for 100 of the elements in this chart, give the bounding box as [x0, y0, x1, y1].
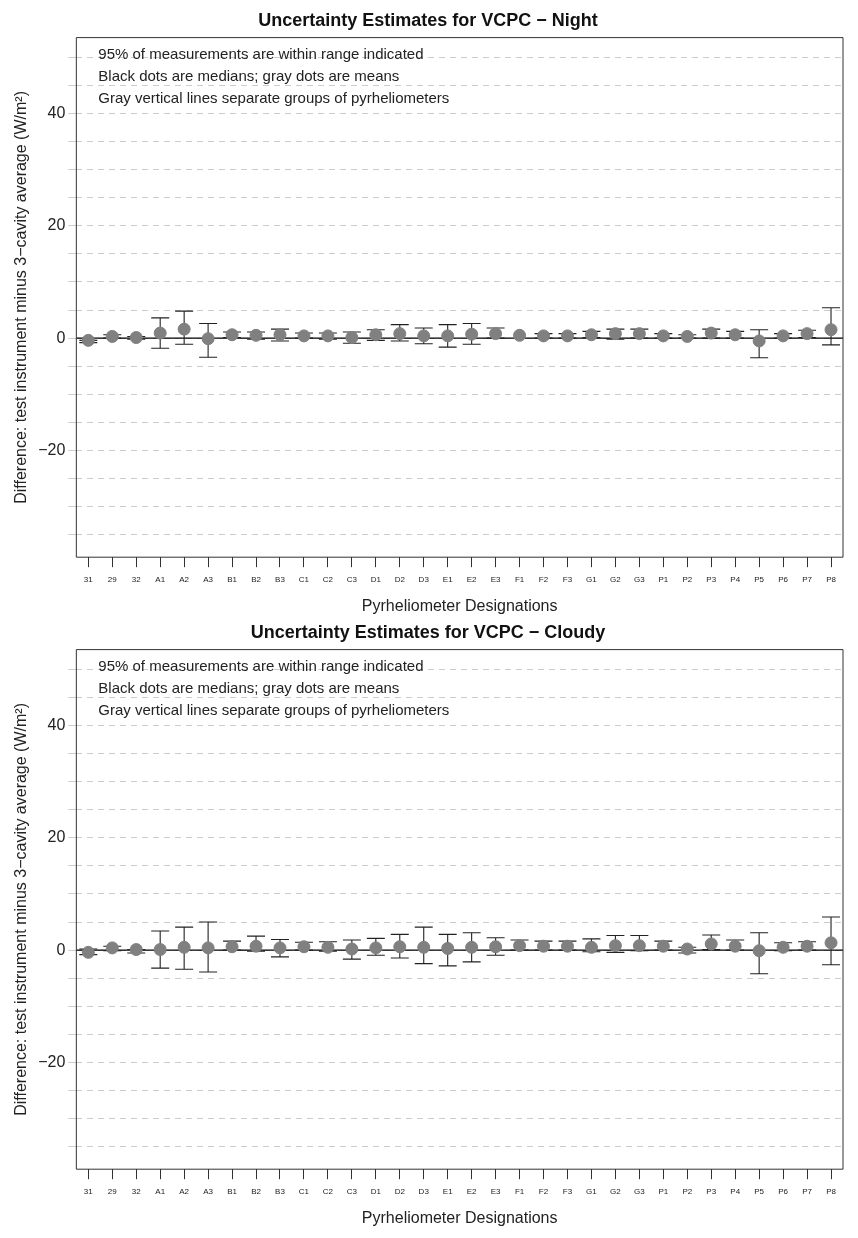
- x-tick-label: D1: [370, 1187, 382, 1197]
- x-tick-label: C3: [346, 575, 358, 585]
- x-tick-label: C3: [346, 1187, 358, 1197]
- x-tick-label: E2: [466, 1187, 478, 1197]
- x-tick-label: A2: [179, 1187, 190, 1197]
- x-tick-label: 29: [107, 1187, 118, 1197]
- x-tick-label: P7: [802, 1187, 813, 1197]
- x-tick-label: 29: [107, 575, 118, 585]
- x-tick-label: P2: [682, 1187, 693, 1197]
- y-tick-label: −20: [38, 1052, 66, 1070]
- annotation: 95% of measurements are within range indicated: [98, 45, 424, 63]
- point: [153, 943, 167, 957]
- y-axis-title: Difference: test instrument minus 3−cavity average (W/m²): [12, 703, 30, 1116]
- point: [177, 940, 191, 954]
- x-tick-label: 32: [131, 575, 142, 585]
- point: [129, 943, 143, 957]
- point: [560, 939, 574, 953]
- x-axis-title: Pyrheliometer Designations: [361, 1208, 558, 1226]
- y-tick-label: −20: [38, 440, 66, 458]
- x-tick-label: P4: [730, 575, 741, 585]
- x-tick-label: B3: [275, 575, 286, 585]
- point: [537, 939, 551, 953]
- x-tick-label: C2: [322, 1187, 334, 1197]
- y-tick-label: 0: [56, 940, 66, 958]
- x-tick-label: B2: [251, 575, 262, 585]
- x-tick-label: P1: [658, 1187, 669, 1197]
- x-tick-label: D3: [418, 1187, 430, 1197]
- y-tick-label: 20: [47, 828, 66, 846]
- point: [680, 942, 694, 956]
- annotation: Black dots are medians; gray dots are means: [98, 67, 400, 85]
- x-tick-label: 32: [131, 1187, 142, 1197]
- x-tick-label: C2: [322, 575, 334, 585]
- x-tick-label: 31: [83, 575, 94, 585]
- x-tick-label: P5: [754, 575, 765, 585]
- x-axis-title: Pyrheliometer Designations: [361, 596, 558, 614]
- x-tick-label: P4: [730, 1187, 741, 1197]
- y-tick-label: 40: [47, 103, 66, 121]
- x-tick-label: A3: [203, 575, 214, 585]
- x-tick-label: G1: [586, 575, 598, 585]
- x-tick-label: P6: [778, 1187, 789, 1197]
- x-tick-label: G3: [634, 575, 646, 585]
- annotation: Gray vertical lines separate groups of pyrheliometers: [98, 701, 450, 719]
- point: [369, 941, 383, 955]
- x-tick-label: A1: [155, 575, 166, 585]
- x-tick-label: D2: [394, 575, 406, 585]
- x-tick-label: A3: [203, 1187, 214, 1197]
- point: [105, 941, 119, 955]
- point: [824, 936, 838, 950]
- point: [632, 939, 646, 953]
- point: [417, 940, 431, 954]
- x-tick-label: E3: [490, 1187, 502, 1197]
- x-tick-label: F3: [562, 1187, 573, 1197]
- annotation: Gray vertical lines separate groups of pyrheliometers: [98, 89, 450, 107]
- point: [608, 939, 622, 953]
- x-tick-label: F1: [514, 1187, 525, 1197]
- x-tick-label: B1: [227, 575, 238, 585]
- x-tick-label: E3: [490, 575, 502, 585]
- x-tick-label: P8: [826, 575, 837, 585]
- point: [393, 940, 407, 954]
- x-tick-label: P5: [754, 1187, 765, 1197]
- x-tick-label: D2: [394, 1187, 406, 1197]
- x-tick-label: E2: [466, 575, 478, 585]
- x-tick-label: C1: [298, 575, 310, 585]
- annotation: Black dots are medians; gray dots are means: [98, 679, 400, 697]
- x-tick-label: C1: [298, 1187, 310, 1197]
- x-tick-label: B2: [251, 1187, 262, 1197]
- point: [752, 944, 766, 958]
- y-tick-label: 20: [47, 216, 66, 234]
- annotation: 95% of measurements are within range indicated: [98, 657, 424, 675]
- x-tick-label: G2: [610, 575, 622, 585]
- x-tick-label: P1: [658, 575, 669, 585]
- x-tick-label: G1: [586, 1187, 598, 1197]
- point: [249, 939, 263, 953]
- x-tick-label: P8: [826, 1187, 837, 1197]
- x-tick-label: A1: [155, 1187, 166, 1197]
- x-tick-label: D3: [418, 575, 430, 585]
- x-tick-label: E1: [442, 575, 454, 585]
- chart-title: Uncertainty Estimates for VCPC − Cloudy: [250, 621, 606, 642]
- y-tick-label: 40: [47, 715, 66, 733]
- x-tick-label: F2: [538, 575, 549, 585]
- x-tick-label: P6: [778, 575, 789, 585]
- y-axis-title: Difference: test instrument minus 3−cavity average (W/m²): [12, 91, 30, 504]
- x-tick-label: A2: [179, 575, 190, 585]
- x-tick-label: D1: [370, 575, 382, 585]
- x-tick-label: E1: [442, 1187, 454, 1197]
- x-tick-label: P7: [802, 575, 813, 585]
- x-tick-label: F3: [562, 575, 573, 585]
- y-tick-label: 0: [56, 328, 66, 346]
- x-tick-label: P3: [706, 575, 717, 585]
- x-tick-label: F1: [514, 575, 525, 585]
- x-tick-label: 31: [83, 1187, 94, 1197]
- chart-title: Uncertainty Estimates for VCPC − Night: [258, 9, 598, 30]
- x-tick-label: B1: [227, 1187, 238, 1197]
- point: [201, 941, 215, 955]
- x-tick-label: G2: [610, 1187, 622, 1197]
- x-tick-label: B3: [275, 1187, 286, 1197]
- x-tick-label: F2: [538, 1187, 549, 1197]
- x-tick-label: G3: [634, 1187, 646, 1197]
- x-tick-label: P2: [682, 575, 693, 585]
- point: [441, 941, 455, 955]
